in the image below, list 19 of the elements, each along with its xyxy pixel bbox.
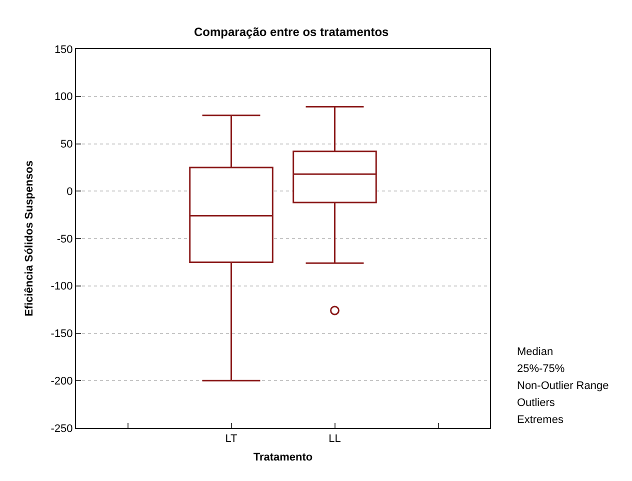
text: Median [517, 346, 554, 358]
text: 25%-75% [517, 363, 565, 375]
y-tick-label: 0 [66, 186, 73, 198]
x-tick-label: LT [225, 433, 238, 446]
y-tick-label: -200 [50, 375, 73, 388]
chart-title: Comparação entre os tratamentos [194, 25, 390, 39]
y-axis-title: Eficiência Sólidos Suspensos [23, 160, 36, 316]
y-tick-label: 150 [54, 44, 73, 56]
y-tick-label: -100 [50, 280, 73, 293]
y-tick-label: -50 [56, 233, 73, 246]
y-tick-label: 50 [60, 138, 73, 151]
y-tick-label: -150 [50, 328, 73, 340]
text: Non-Outlier Range [517, 380, 609, 392]
x-axis-title: Tratamento [253, 451, 313, 464]
x-tick-label: LL [328, 433, 341, 446]
text: Extremes [517, 414, 564, 426]
text: Outliers [517, 397, 556, 409]
y-tick-label: 100 [54, 91, 73, 104]
y-tick-label: -250 [50, 422, 73, 435]
